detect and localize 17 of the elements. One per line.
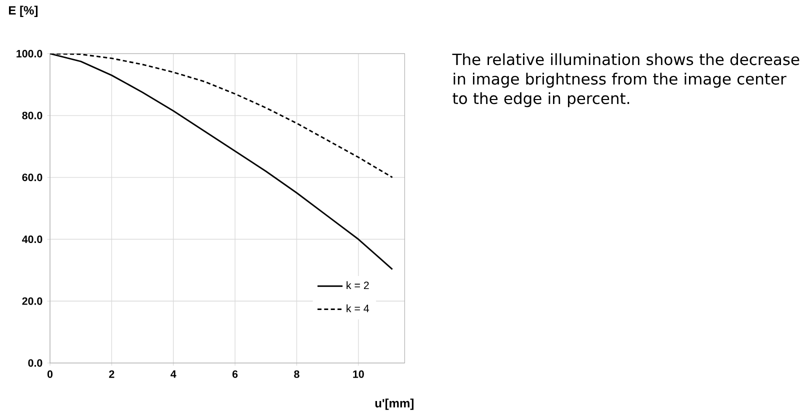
y-tick-label: 20.0 (22, 297, 42, 305)
x-tick-label: 0 (47, 370, 53, 378)
x-tick-label: 6 (232, 370, 238, 378)
legend-label: k = 2 (346, 281, 369, 290)
text: The relative illumination shows the decrease in image brightness from the image center to the edge in percent. (452, 53, 800, 108)
y-tick-label: 40.0 (22, 235, 42, 244)
y-tick-label: 80.0 (22, 112, 42, 120)
x-tick-label: 2 (109, 370, 114, 378)
x-axis-title: u'[mm] (375, 398, 414, 410)
y-tick-label: 60.0 (22, 174, 42, 182)
x-tick-label: 4 (170, 370, 176, 378)
y-axis-title: E [%] (8, 6, 38, 17)
x-tick-label: 10 (353, 370, 364, 378)
x-tick-label: 8 (294, 370, 300, 378)
y-tick-label: 0.0 (28, 359, 42, 367)
legend-label: k = 4 (346, 304, 370, 312)
y-tick-label: 100.0 (16, 50, 42, 58)
